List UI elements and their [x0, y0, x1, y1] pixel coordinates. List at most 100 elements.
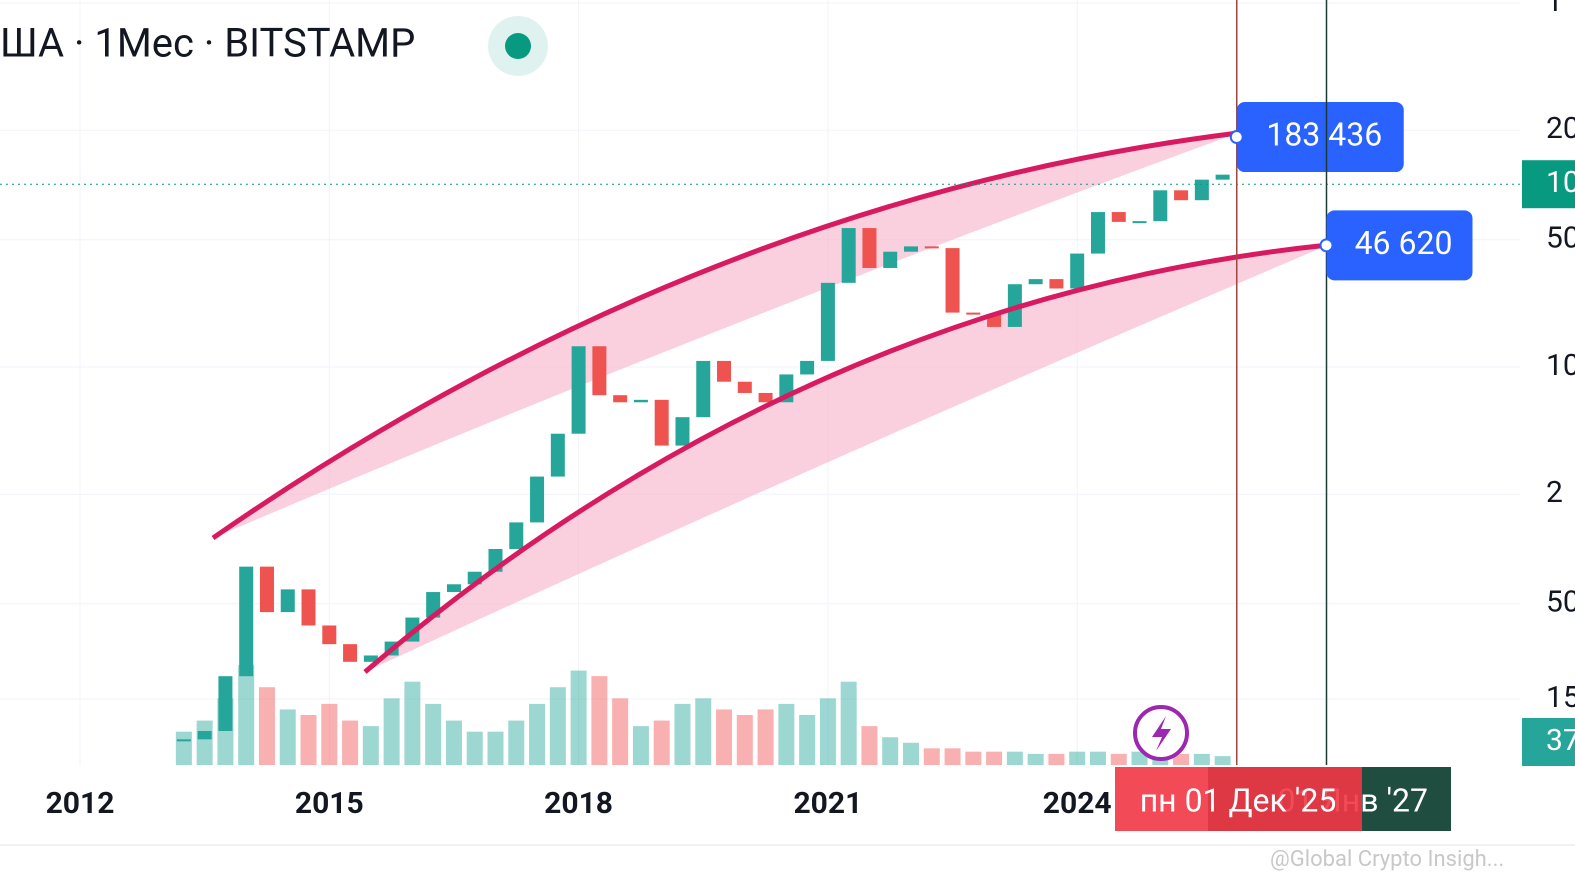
x-tick-label: 2012 — [46, 786, 115, 821]
x-tick-label: 2021 — [793, 786, 862, 821]
candle — [1028, 279, 1043, 285]
volume-bar — [1110, 753, 1127, 765]
candle — [446, 584, 461, 593]
volume-bar — [362, 726, 379, 765]
candle — [717, 360, 732, 382]
x-tick-label: 2024 — [1043, 786, 1112, 821]
volume-tag — [1522, 718, 1575, 766]
channel-lower — [363, 242, 1329, 674]
y-tick-label: 15 — [1546, 680, 1575, 715]
volume-tag-label: 37 — [1546, 723, 1575, 758]
volume-bar — [736, 715, 753, 765]
candle — [883, 251, 898, 268]
anchor-point — [1319, 238, 1334, 253]
candle — [530, 476, 545, 523]
candle — [197, 731, 212, 740]
y-tick-label: 10 — [1546, 348, 1575, 383]
date-tag-label: пн 01 Дек '25 — [1140, 781, 1337, 819]
volume-bar — [612, 698, 629, 765]
candle — [1049, 279, 1064, 289]
date-tag — [1115, 767, 1362, 831]
candle — [1153, 190, 1168, 222]
volume-bar — [716, 709, 733, 765]
candle — [1090, 212, 1105, 254]
volume-bar — [445, 720, 462, 765]
price-tag-label: 10 — [1546, 165, 1575, 200]
volume-bar — [778, 703, 795, 765]
y-tick-label: 20 — [1546, 111, 1575, 146]
volume-bar — [508, 720, 525, 765]
x-tick-label: 2018 — [544, 786, 613, 821]
candle — [509, 522, 524, 549]
value-label: 46 620 — [1355, 224, 1453, 262]
volume-bar — [840, 681, 857, 765]
volume-bar — [196, 720, 213, 765]
volume-bar — [1089, 751, 1106, 765]
volume — [175, 665, 1231, 765]
volume-bar — [674, 703, 691, 765]
volume-bar — [903, 742, 919, 765]
volume-bar — [944, 748, 961, 765]
volume-bar — [1027, 753, 1044, 765]
volume-bar — [1006, 751, 1023, 765]
volume-bar — [404, 681, 421, 765]
volume-bar — [425, 703, 442, 765]
candle — [239, 566, 254, 677]
y-tick-label: 50 — [1546, 585, 1575, 620]
candle — [758, 392, 773, 403]
candle — [301, 589, 316, 626]
candle — [1194, 179, 1209, 201]
lightning — [1152, 716, 1171, 751]
value-label-box — [1326, 210, 1473, 281]
volume-bar — [965, 751, 982, 765]
volume-bar — [653, 720, 670, 765]
volume-bar — [258, 687, 275, 765]
candle — [696, 360, 711, 418]
candle — [343, 644, 358, 662]
volume-bar — [487, 731, 504, 765]
candle — [737, 381, 752, 393]
value-label: 183 436 — [1266, 115, 1382, 153]
candle — [841, 228, 856, 283]
volume-bar — [279, 709, 296, 765]
overlay: 1 20 50 10 2 50 15 2012 2015 2018 2021 2024 10 37 183 … — [0, 0, 1575, 831]
status-dot[interactable] — [505, 33, 531, 59]
candle — [322, 625, 337, 645]
candle — [1111, 212, 1126, 222]
candle — [550, 433, 565, 477]
candle — [218, 676, 233, 731]
volume-bar — [591, 676, 608, 765]
volume-bar — [570, 670, 587, 765]
candle — [945, 248, 960, 313]
volume-bar — [1131, 751, 1148, 765]
volume-bar — [923, 748, 940, 765]
candle — [613, 395, 628, 403]
volume-bar — [799, 715, 816, 765]
channel-upper — [211, 130, 1239, 541]
volume-bar — [1193, 753, 1210, 765]
candles — [176, 174, 1230, 742]
price-tag — [1522, 160, 1575, 209]
candle — [592, 346, 607, 396]
volume-bar — [466, 731, 483, 765]
candle — [675, 417, 690, 446]
candle — [280, 589, 295, 613]
candle — [1132, 221, 1147, 224]
volume-bar — [238, 665, 255, 765]
volume-bar — [695, 698, 712, 765]
volume-bar — [1069, 751, 1086, 765]
volume-bar — [342, 720, 359, 765]
chart-title: ША · 1Мес · BITSTAMP — [0, 20, 415, 67]
volume-bar — [383, 698, 400, 765]
y-tick-label: 1 — [1546, 0, 1563, 19]
candle — [1215, 174, 1230, 180]
volume-bar — [321, 703, 338, 765]
candle — [1174, 190, 1189, 201]
watermark: @Global Crypto Insigh... — [1270, 847, 1504, 872]
y-tick-label: 50 — [1546, 221, 1575, 256]
candle — [924, 246, 939, 249]
volume-bar — [175, 731, 192, 765]
candle — [571, 346, 586, 434]
